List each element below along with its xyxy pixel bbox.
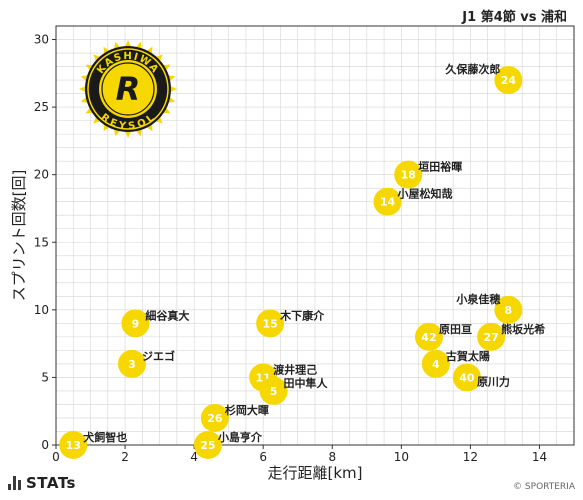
logo-sun-ray [93, 115, 102, 124]
match-title: J1 第4節 vs 浦和 [462, 10, 567, 25]
point-name-label: 小島亨介 [217, 430, 263, 444]
data-point: 3 ジエゴ [117, 349, 175, 378]
point-number-label: 26 [207, 412, 223, 425]
logo-inner-circle [99, 60, 157, 118]
point-marker [193, 431, 222, 459]
point-number-label: 8 [505, 304, 513, 317]
point-number-label: 5 [270, 385, 278, 398]
logo-sun-ray [154, 115, 163, 124]
point-name-label: 田中隼人 [284, 376, 329, 390]
data-points: 24久保藤次郎18垣田裕暉14小屋松知哉9細谷真大15木下康介3ジエゴ11渡井理… [59, 62, 545, 459]
x-tick-label: 4 [190, 450, 198, 464]
y-tick-label: 10 [34, 303, 49, 317]
point-name-label: 小泉佳穂 [455, 292, 500, 306]
point-number-label: 40 [459, 371, 475, 384]
point-marker [494, 295, 523, 324]
data-point: 4 古賀太陽 [421, 349, 490, 378]
y-axis-label: スプリント回数[回] [10, 170, 28, 302]
point-marker [256, 309, 285, 338]
x-tick-label: 12 [463, 450, 478, 464]
point-name-label: 原川力 [477, 374, 510, 388]
y-tick-label: 30 [34, 33, 49, 47]
point-marker [452, 363, 481, 392]
point-number-label: 27 [483, 331, 498, 344]
brand-name: STATs [26, 474, 76, 492]
data-point: 9 細谷真大 [121, 308, 189, 338]
point-marker [494, 66, 523, 95]
point-name-label: 細谷真大 [145, 308, 189, 322]
point-number-label: 24 [501, 74, 517, 87]
point-marker [477, 322, 506, 351]
point-number-label: 3 [128, 358, 136, 371]
point-marker [259, 376, 288, 405]
point-marker [200, 403, 229, 432]
x-tick-label: 10 [394, 450, 409, 464]
y-tick-label: 0 [41, 438, 49, 452]
point-marker [414, 322, 443, 351]
point-number-label: 15 [262, 317, 277, 330]
point-number-label: 9 [132, 317, 140, 330]
credit-text: © SPORTERIA [513, 482, 575, 492]
point-name-label: 久保藤次郎 [445, 62, 500, 76]
y-tick-label: 25 [34, 100, 49, 114]
y-tick-label: 20 [34, 168, 49, 182]
point-number-label: 18 [401, 169, 416, 182]
point-name-label: 原田亘 [439, 323, 472, 336]
point-marker [59, 431, 88, 459]
point-number-label: 25 [200, 439, 215, 452]
logo-ring-border [87, 48, 169, 130]
x-axis-label: 走行距離[km] [267, 464, 362, 482]
x-tick-label: 2 [121, 450, 129, 464]
point-name-label: ジエゴ [142, 349, 175, 363]
point-number-label: 4 [432, 358, 440, 371]
point-name-label: 熊坂光希 [501, 322, 545, 336]
logo-letter: R [116, 70, 141, 108]
logo-sun-ray [154, 54, 163, 63]
point-number-label: 42 [421, 331, 436, 344]
point-marker [121, 309, 150, 338]
logo-inner-border [101, 62, 155, 116]
point-marker [373, 187, 402, 216]
plot-frame [55, 25, 575, 446]
x-tick-label: 0 [52, 450, 60, 464]
point-name-label: 犬飼智也 [83, 430, 127, 444]
logo-sun-ray [93, 54, 102, 63]
bar-chart-icon [8, 476, 21, 490]
point-number-label: 14 [380, 196, 396, 209]
point-name-label: 小屋松知哉 [397, 187, 453, 201]
data-point: 8 小泉佳穂 [455, 292, 523, 324]
x-tick-label: 8 [328, 450, 336, 464]
point-marker [394, 160, 423, 189]
y-tick-label: 5 [41, 370, 49, 384]
point-name-label: 古賀太陽 [446, 349, 490, 363]
point-marker [117, 349, 146, 378]
point-name-label: 木下康介 [279, 308, 325, 322]
x-tick-label: 6 [259, 450, 267, 464]
data-point: 5 田中隼人 [259, 376, 329, 405]
point-marker [421, 349, 450, 378]
point-name-label: 杉岡大暉 [225, 403, 269, 417]
point-name-label: 渡井理己 [273, 362, 317, 376]
x-tick-label: 14 [532, 450, 547, 464]
brand-logo: STATs [8, 474, 76, 492]
point-name-label: 垣田裕暉 [418, 160, 462, 174]
point-number-label: 13 [66, 439, 81, 452]
data-point: 40 原川力 [452, 363, 510, 392]
y-tick-label: 15 [34, 235, 49, 249]
